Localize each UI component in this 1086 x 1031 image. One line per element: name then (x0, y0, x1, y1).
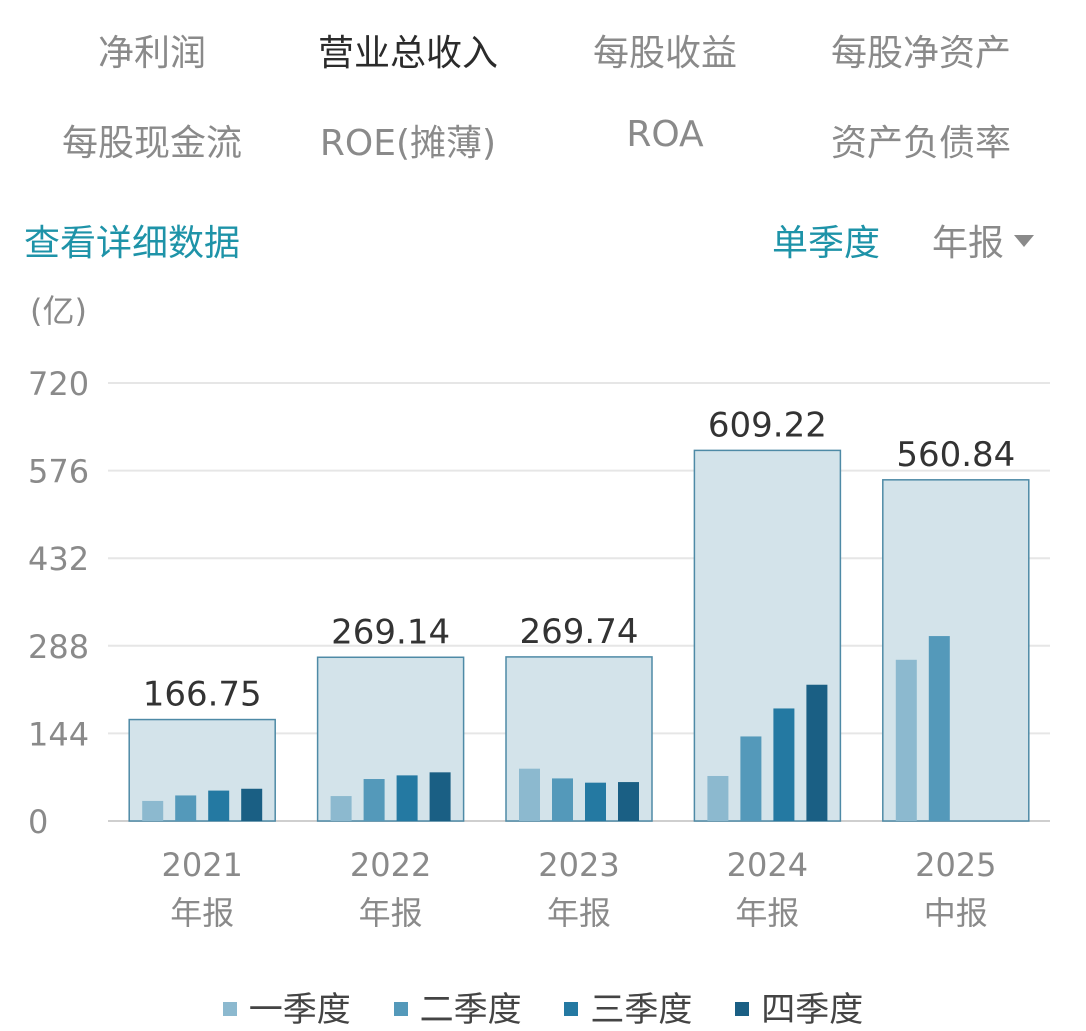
tab-eps[interactable]: 每股收益 (592, 33, 737, 74)
y-tick-label: 432 (28, 540, 89, 578)
legend-item-q3[interactable]: 三季度 (564, 982, 692, 1031)
quarter-bar (928, 636, 950, 821)
legend-label-q4: 四季度 (761, 990, 864, 1030)
x-tick-period: 中报 (924, 894, 988, 932)
quarter-bar (806, 684, 828, 821)
quarter-bar (707, 775, 729, 821)
legend-swatch-q3 (564, 1001, 579, 1016)
revenue-chart: (亿) 0 144 288 432 576 720 166.75 2021 年报 269.14 202… (28, 292, 1050, 932)
tab-total-revenue[interactable]: 营业总收入 (317, 33, 498, 74)
x-tick-year: 2021 (161, 846, 242, 884)
quarter-bar (175, 795, 197, 821)
tab-bvps[interactable]: 每股净资产 (830, 33, 1011, 74)
view-details-link[interactable]: 查看详细数据 (24, 223, 241, 264)
total-value-label: 269.74 (520, 612, 639, 652)
quarter-bar (618, 782, 639, 821)
quarter-bar (429, 772, 451, 821)
tab-debt-ratio[interactable]: 资产负债率 (830, 123, 1011, 164)
quarter-bar (208, 790, 230, 821)
x-tick-period: 年报 (170, 894, 234, 932)
legend-item-q1[interactable]: 一季度 (222, 982, 351, 1031)
quarter-bar (552, 778, 573, 821)
legend-swatch-q2 (393, 1001, 408, 1016)
total-value-label: 560.84 (896, 435, 1015, 475)
legend-swatch-q4 (735, 1001, 750, 1016)
quarter-bar (895, 659, 917, 821)
period-dropdown-label: 年报 (932, 223, 1005, 264)
tab-cash-flow-per-share[interactable]: 每股现金流 (61, 123, 242, 164)
tab-net-profit[interactable]: 净利润 (97, 33, 206, 74)
quarter-bar (363, 779, 385, 821)
legend-label-q1: 一季度 (248, 990, 351, 1030)
legend-item-q4[interactable]: 四季度 (735, 982, 863, 1031)
single-quarter-toggle[interactable]: 单季度 (772, 223, 881, 264)
chevron-down-icon (1014, 235, 1035, 247)
quarter-bar (142, 800, 164, 821)
period-dropdown[interactable]: 年报 (932, 214, 1035, 266)
tab-roa[interactable]: ROA (626, 114, 704, 155)
chart-legend: 一季度 二季度 三季度 四季度 (0, 982, 1086, 1031)
legend-swatch-q1 (222, 1001, 237, 1016)
x-tick-year: 2024 (727, 846, 808, 884)
total-value-label: 609.22 (708, 405, 827, 445)
x-tick-year: 2022 (350, 846, 431, 884)
unit-label: (亿) (30, 292, 87, 330)
total-value-label: 166.75 (143, 675, 262, 715)
quarter-bar (241, 788, 263, 821)
y-tick-label: 576 (28, 453, 89, 491)
quarter-bar (519, 768, 540, 821)
x-tick-year: 2023 (538, 846, 619, 884)
y-tick-label: 144 (28, 715, 89, 753)
legend-label-q2: 二季度 (419, 990, 522, 1030)
legend-item-q2[interactable]: 二季度 (393, 982, 522, 1031)
tab-roe[interactable]: ROE(摊薄) (319, 123, 497, 164)
quarter-bar (396, 775, 418, 821)
total-value-label: 269.14 (331, 612, 450, 652)
x-tick-period: 年报 (359, 894, 423, 932)
x-tick-period: 年报 (735, 894, 799, 932)
x-tick-year: 2025 (915, 846, 996, 884)
y-tick-label: 0 (28, 803, 48, 841)
x-tick-period: 年报 (547, 894, 611, 932)
legend-label-q3: 三季度 (590, 990, 693, 1030)
y-tick-label: 720 (28, 365, 89, 403)
quarter-bar (330, 796, 352, 821)
quarter-bar (585, 782, 606, 821)
y-tick-label: 288 (28, 628, 89, 666)
quarter-bar (773, 708, 795, 821)
quarter-bar (740, 736, 762, 821)
